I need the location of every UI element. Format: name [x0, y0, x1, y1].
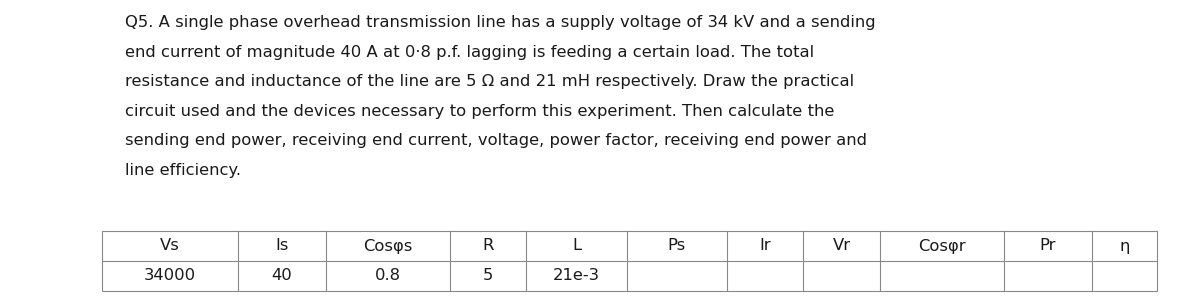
- Text: Cosφs: Cosφs: [364, 238, 413, 254]
- Text: 5: 5: [482, 268, 493, 284]
- Text: resistance and inductance of the line are 5 Ω and 21 mH respectively. Draw the p: resistance and inductance of the line ar…: [125, 74, 854, 89]
- Text: L: L: [572, 238, 581, 254]
- Text: Q5. A single phase overhead transmission line has a supply voltage of 34 kV and : Q5. A single phase overhead transmission…: [125, 15, 876, 30]
- Text: Ir: Ir: [760, 238, 770, 254]
- Text: line efficiency.: line efficiency.: [125, 162, 241, 178]
- Text: circuit used and the devices necessary to perform this experiment. Then calculat: circuit used and the devices necessary t…: [125, 103, 834, 119]
- Text: 40: 40: [271, 268, 292, 284]
- Text: sending end power, receiving end current, voltage, power factor, receiving end p: sending end power, receiving end current…: [125, 133, 866, 148]
- Text: Ps: Ps: [667, 238, 685, 254]
- Text: η: η: [1120, 238, 1129, 254]
- Bar: [102, 231, 1157, 291]
- Text: end current of magnitude 40 A at 0·8 p.f. lagging is feeding a certain load. The: end current of magnitude 40 A at 0·8 p.f…: [125, 45, 814, 59]
- Text: Pr: Pr: [1039, 238, 1056, 254]
- Text: Is: Is: [275, 238, 288, 254]
- Text: 0.8: 0.8: [374, 268, 401, 284]
- Text: 21e-3: 21e-3: [553, 268, 600, 284]
- Text: Vr: Vr: [833, 238, 851, 254]
- Text: Cosφr: Cosφr: [918, 238, 966, 254]
- Text: Vs: Vs: [160, 238, 180, 254]
- Text: R: R: [482, 238, 493, 254]
- Text: 34000: 34000: [144, 268, 196, 284]
